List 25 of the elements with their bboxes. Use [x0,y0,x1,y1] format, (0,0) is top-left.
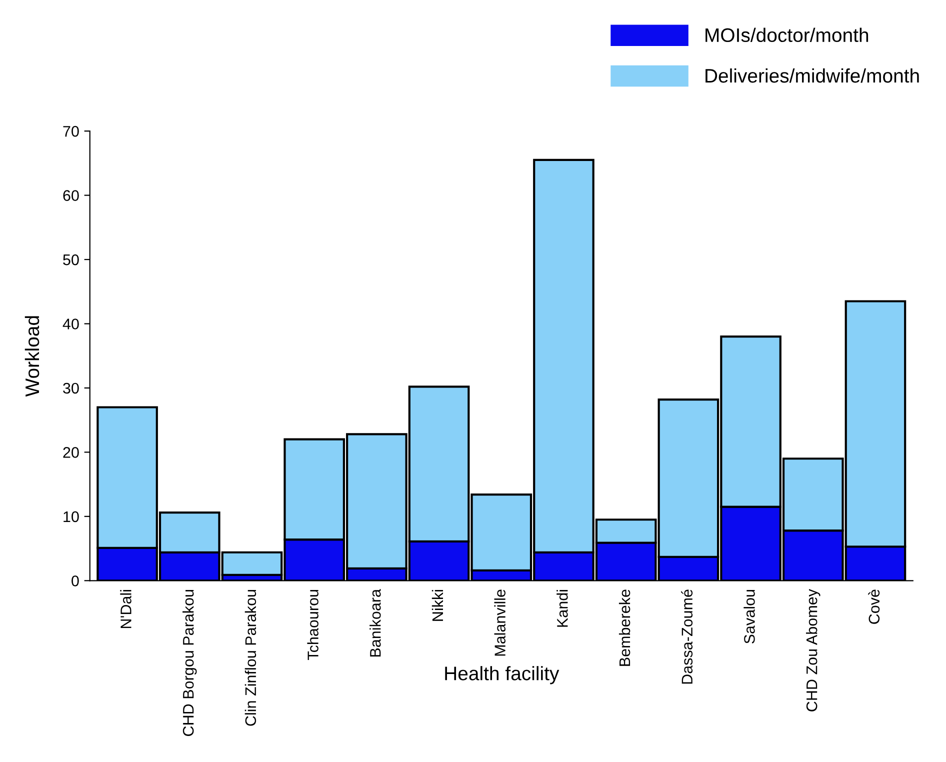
y-axis-title: Workload [24,316,40,397]
y-tick-label: 30 [63,382,79,394]
x-tick-label: Dassa-Zoumé [681,590,693,684]
y-tick-label: 60 [63,190,79,201]
y-tick-label: 0 [72,576,79,586]
x-tick-label: CHD Borgou Parakou [182,590,197,736]
x-tick-label: CHD Zou Abomey [806,589,820,712]
x-tick-label: Banikoara [370,588,381,657]
x-tick-label: Nikki [432,590,443,621]
x-axis-title: Health facility [445,666,560,684]
legend-label: MOIs/doctor/month [706,28,868,42]
x-tick-label: Malanville [494,590,506,656]
x-tick-label: Kandi [556,590,568,627]
x-tick-label: N'Dali [120,590,132,628]
y-tick-label: 20 [63,447,79,458]
y-tick-label: 50 [63,254,79,266]
x-tick-label: Tchaourou [307,590,318,660]
x-tick-label: Bembereke [618,590,630,666]
y-tick-label: 40 [62,318,79,330]
x-tick-label: Covè [868,590,880,624]
y-tick-label: 70 [63,126,79,137]
legend-label: Deliveries/midwife/month [706,68,919,83]
y-tick-label: 10 [64,511,79,522]
x-tick-label: Clin Zinflou Parakou [244,590,256,726]
x-tick-label: Savalou [744,590,755,644]
